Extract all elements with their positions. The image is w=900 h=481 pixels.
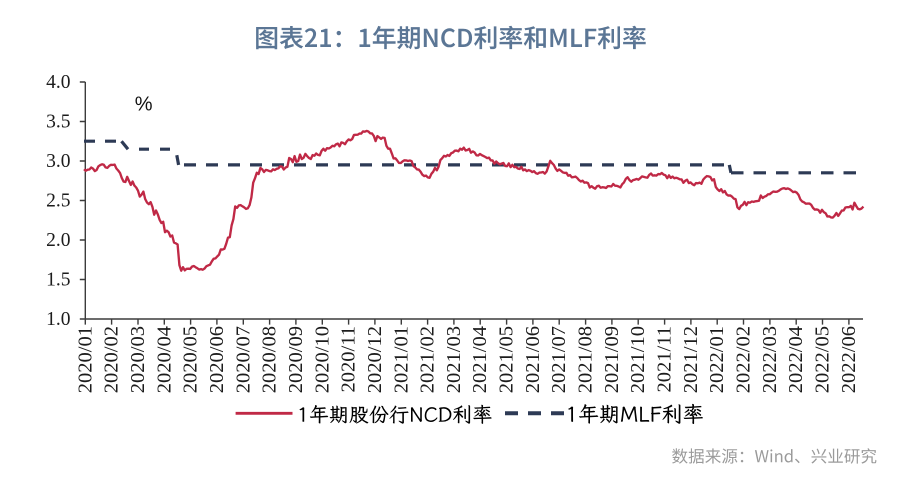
svg-text:2020/02: 2020/02 bbox=[101, 326, 123, 393]
svg-text:2021/12: 2021/12 bbox=[680, 326, 702, 393]
svg-text:2.5: 2.5 bbox=[46, 191, 70, 212]
svg-text:4.0: 4.0 bbox=[46, 72, 70, 93]
svg-text:2021/05: 2021/05 bbox=[496, 326, 518, 393]
svg-text:2021/04: 2021/04 bbox=[469, 326, 491, 393]
svg-text:3.0: 3.0 bbox=[46, 151, 70, 172]
svg-text:2021/03: 2021/03 bbox=[443, 326, 465, 393]
svg-text:2020/06: 2020/06 bbox=[206, 326, 228, 393]
svg-text:2022/05: 2022/05 bbox=[812, 326, 834, 393]
svg-text:2021/08: 2021/08 bbox=[575, 326, 597, 393]
svg-text:2021/07: 2021/07 bbox=[548, 326, 570, 393]
svg-text:2020/03: 2020/03 bbox=[127, 326, 149, 393]
svg-text:2020/04: 2020/04 bbox=[153, 326, 175, 393]
svg-text:2022/01: 2022/01 bbox=[706, 326, 728, 393]
svg-text:2021/10: 2021/10 bbox=[627, 326, 649, 393]
svg-text:2020/11: 2020/11 bbox=[338, 326, 360, 392]
svg-text:2022/06: 2022/06 bbox=[838, 326, 860, 393]
svg-text:2022/03: 2022/03 bbox=[759, 326, 781, 393]
svg-text:2020/08: 2020/08 bbox=[259, 326, 281, 393]
svg-text:2020/10: 2020/10 bbox=[311, 326, 333, 393]
svg-text:2020/12: 2020/12 bbox=[364, 326, 386, 393]
svg-text:2022/02: 2022/02 bbox=[733, 326, 755, 393]
svg-text:2021/11: 2021/11 bbox=[654, 326, 676, 392]
svg-text:3.5: 3.5 bbox=[46, 112, 70, 133]
svg-text:2020/09: 2020/09 bbox=[285, 326, 307, 393]
svg-text:2.0: 2.0 bbox=[46, 230, 70, 251]
svg-text:2021/09: 2021/09 bbox=[601, 326, 623, 393]
svg-text:2022/04: 2022/04 bbox=[785, 326, 807, 393]
svg-text:2020/01: 2020/01 bbox=[74, 326, 96, 393]
svg-text:1.0: 1.0 bbox=[46, 309, 70, 330]
svg-text:2020/05: 2020/05 bbox=[180, 326, 202, 393]
svg-text:2021/01: 2021/01 bbox=[390, 326, 412, 393]
svg-text:2021/02: 2021/02 bbox=[417, 326, 439, 393]
svg-text:2021/06: 2021/06 bbox=[522, 326, 544, 393]
svg-text:1.5: 1.5 bbox=[46, 270, 70, 291]
svg-text:2020/07: 2020/07 bbox=[232, 326, 254, 393]
svg-text:%: % bbox=[135, 94, 153, 116]
